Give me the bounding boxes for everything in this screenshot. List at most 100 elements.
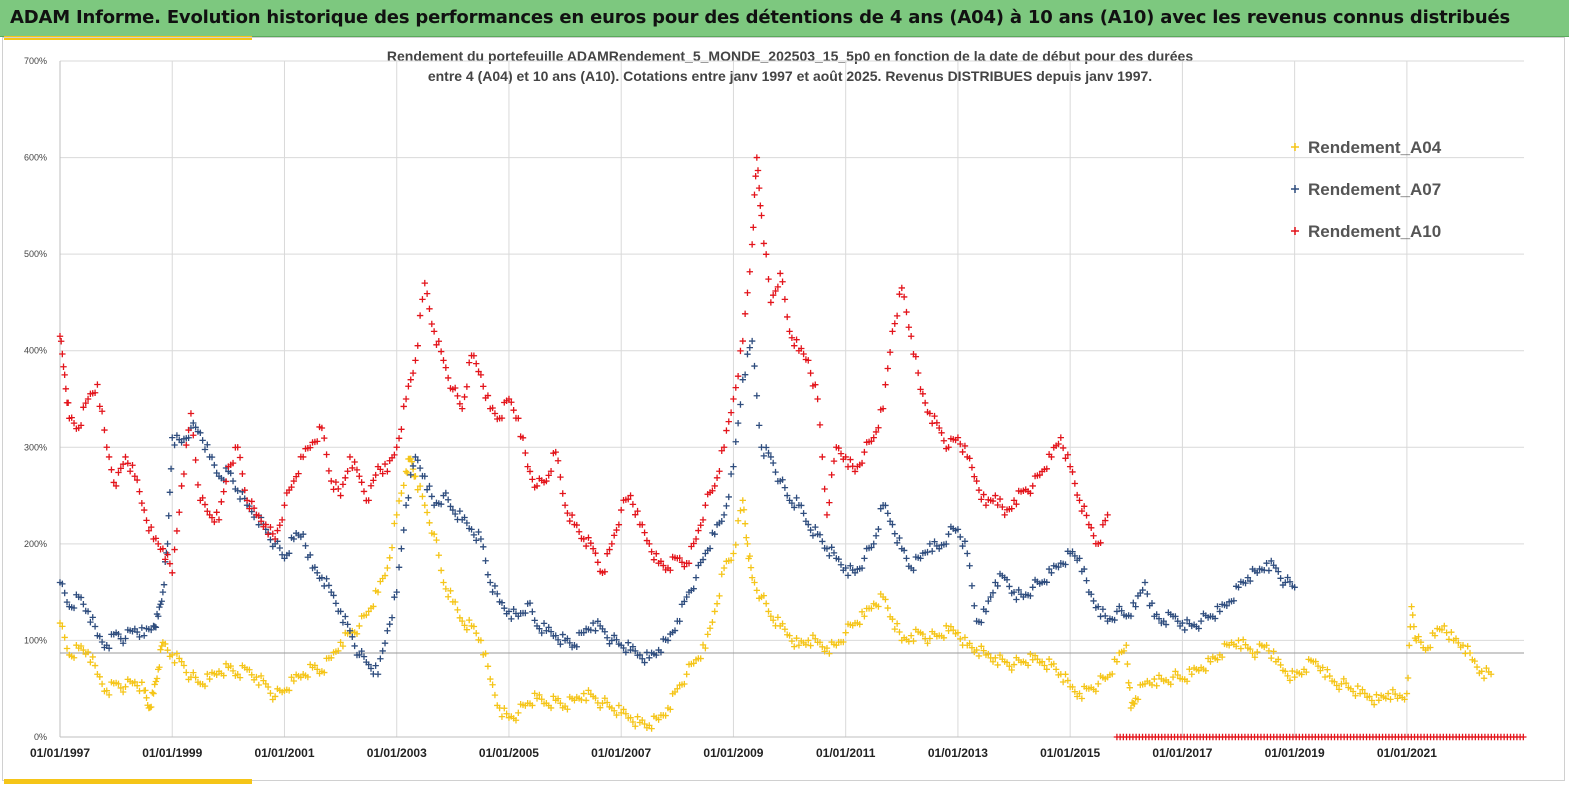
rendement-a07-point [1244,574,1252,581]
rendement-a10-point [750,224,757,231]
rendement-a10-point [276,522,284,529]
rendement-a07-point [683,593,690,601]
rendement-a07-point [1183,616,1191,624]
rendement-a04-point [386,554,393,562]
rendement-a07-point [159,588,167,596]
rendement-a10-point [466,359,473,366]
rendement-a07-point [959,542,966,550]
rendement-a10-point [444,374,452,382]
rendement-a04-point [1387,696,1394,703]
rendement-a10-point [84,395,92,403]
rendement-a04-point [503,710,510,717]
rendement-a04-point [56,619,64,627]
rendement-a04-point [1326,672,1333,680]
rendement-a10-point [945,444,952,451]
rendement-a10-point [96,403,103,410]
rendement-a10-point [229,459,237,467]
rendement-a10-point [337,492,344,499]
rendement-a10-point [56,333,64,340]
rendement-a04-point [515,709,522,717]
rendement-a10-point [94,381,101,388]
rendement-a04-point [747,564,755,571]
rendement-a07-point [477,535,485,543]
rendement-a10-point [533,482,541,490]
rendement-a07-point [603,634,611,641]
y-tick-label: 700% [24,56,47,66]
rendement-a10-point [299,453,307,461]
y-tick-label: 400% [24,346,47,356]
rendement-a07-point [936,545,943,552]
rendement-a07-point [613,636,620,643]
rendement-a07-point [96,633,103,640]
rendement-a10-point [791,342,798,349]
rendement-a07-point [622,649,630,656]
rendement-a07-point [318,574,326,581]
rendement-a07-point [1263,559,1270,567]
rendement-a10-point [800,350,807,358]
x-tick-label: 01/01/1999 [142,746,202,760]
rendement-a10-point [613,526,620,534]
rendement-a04-point [858,608,866,615]
rendement-a10-point [821,485,828,493]
rendement-a07-point [625,639,632,646]
rendement-a10-point [318,424,326,432]
rendement-a04-point [779,620,786,627]
rendement-a10-point [676,554,683,562]
rendement-a04-point [1251,654,1259,661]
rendement-a04-point [370,603,377,610]
rendement-a10-point [1008,505,1015,512]
rendement-a10-point [222,478,230,485]
rendement-a10-point [314,438,321,445]
rendement-a04-point [335,647,342,655]
rendement-a04-point [105,691,113,699]
rendement-a10-point [192,456,199,464]
rendement-a10-point [851,468,859,475]
rendement-a04-point [408,458,416,465]
rendement-a10-point [91,389,99,396]
rendement-a10-point [545,472,552,479]
rendement-a07-point [400,526,407,534]
rendement-a04-point [1455,639,1462,647]
rendement-a07-point [788,499,796,507]
rendement-a10-point [159,545,167,552]
rendement-a04-point [711,608,718,615]
rendement-a04-point [192,674,199,681]
rendement-a10-point [758,212,765,219]
rendement-a07-point [276,544,284,552]
rendement-a04-point [926,635,934,642]
rendement-a10-point [62,385,70,393]
rendement-a10-point [461,393,468,401]
rendement-a04-point [1375,697,1383,704]
rendement-a04-point [610,707,618,714]
rendement-a10-point [561,502,569,509]
rendement-a10-point [798,345,805,352]
rendement-a07-point [793,494,800,502]
rendement-a07-point [943,540,950,548]
rendement-a04-point [246,666,253,673]
rendement-a10-point [755,184,763,192]
rendement-a10-point [522,449,529,457]
rendement-a07-point [407,471,414,479]
rendement-a07-point [1062,561,1069,568]
rendement-a10-point [685,560,693,567]
rendement-a10-point [639,521,646,528]
rendement-a07-point [152,624,160,631]
rendement-a07-point [473,537,480,544]
rendement-a07-point [311,564,319,571]
rendement-a10-point [526,468,534,475]
rendement-a04-point [580,690,587,697]
legend-label: Rendement_A07 [1308,180,1441,199]
rendement-a07-point [381,639,389,647]
rendement-a07-point [629,643,637,650]
rendement-a10-point [505,395,513,403]
rendement-a07-point [290,535,298,543]
rendement-a10-point [255,512,262,519]
rendement-a07-point [1139,586,1146,594]
rendement-a07-point [755,422,763,429]
rendement-a07-point [762,444,770,451]
rendement-a10-point [868,438,875,445]
rendement-a10-point [103,444,110,451]
rendement-a07-point [819,538,826,545]
rendement-a10-point [900,293,908,301]
